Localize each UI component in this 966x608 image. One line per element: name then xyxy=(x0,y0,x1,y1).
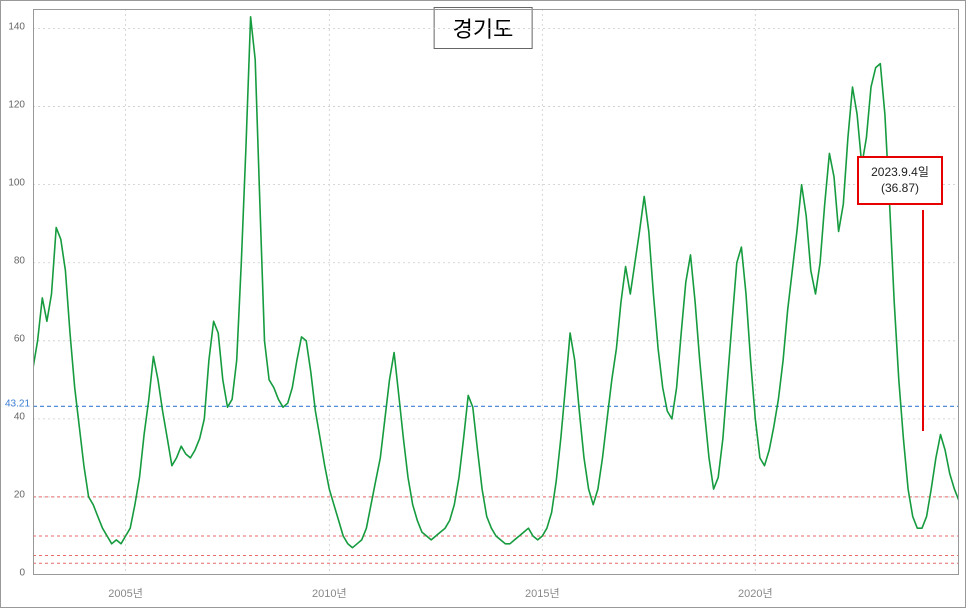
callout-connector xyxy=(922,210,924,431)
callout-line1: 2023.9.4일 xyxy=(869,164,931,180)
x-axis-tick-label: 2020년 xyxy=(738,585,773,601)
y-axis-tick-label: 140 xyxy=(8,21,25,32)
y-axis-tick-label: 40 xyxy=(14,411,25,422)
y-axis-tick-label: 100 xyxy=(8,177,25,188)
x-axis-tick-label: 2015년 xyxy=(525,585,560,601)
y-axis-tick-label: 20 xyxy=(14,489,25,500)
x-axis-tick-label: 2005년 xyxy=(108,585,143,601)
y-axis-labels: 020406080100120140 xyxy=(1,9,29,573)
y-axis-tick-label: 0 xyxy=(19,568,25,579)
y-axis-tick-label: 120 xyxy=(8,99,25,110)
callout-line2: (36.87) xyxy=(869,180,931,196)
chart-container: 경기도 020406080100120140 43.21 2023.9.4일(3… xyxy=(0,0,966,608)
callout-box: 2023.9.4일(36.87) xyxy=(857,156,943,204)
y-axis-tick-label: 80 xyxy=(14,255,25,266)
chart-svg xyxy=(33,9,959,575)
plot-area: 43.21 2023.9.4일(36.87) xyxy=(33,9,957,573)
x-axis-labels: 2005년 2010년 2015년 2020년 xyxy=(33,579,957,599)
y-axis-tick-label: 60 xyxy=(14,333,25,344)
reference-line-label: 43.21 xyxy=(5,399,30,410)
x-axis-tick-label: 2010년 xyxy=(312,585,347,601)
